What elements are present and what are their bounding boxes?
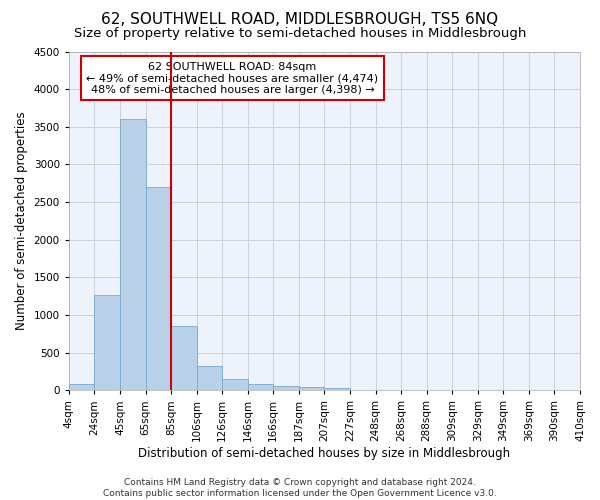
- Bar: [69, 384, 94, 390]
- Text: 62, SOUTHWELL ROAD, MIDDLESBROUGH, TS5 6NQ: 62, SOUTHWELL ROAD, MIDDLESBROUGH, TS5 6…: [101, 12, 499, 28]
- Bar: [171, 326, 197, 390]
- Bar: [325, 388, 350, 390]
- Bar: [248, 384, 273, 390]
- Text: Contains HM Land Registry data © Crown copyright and database right 2024.
Contai: Contains HM Land Registry data © Crown c…: [103, 478, 497, 498]
- Bar: [299, 386, 325, 390]
- X-axis label: Distribution of semi-detached houses by size in Middlesbrough: Distribution of semi-detached houses by …: [139, 447, 511, 460]
- Bar: [273, 386, 299, 390]
- Bar: [94, 296, 120, 390]
- Bar: [120, 118, 146, 390]
- Y-axis label: Number of semi-detached properties: Number of semi-detached properties: [15, 112, 28, 330]
- Text: Size of property relative to semi-detached houses in Middlesbrough: Size of property relative to semi-detach…: [74, 28, 526, 40]
- Text: 62 SOUTHWELL ROAD: 84sqm
← 49% of semi-detached houses are smaller (4,474)
48% o: 62 SOUTHWELL ROAD: 84sqm ← 49% of semi-d…: [86, 62, 379, 95]
- Bar: [146, 187, 171, 390]
- Bar: [197, 366, 222, 390]
- Bar: [222, 378, 248, 390]
